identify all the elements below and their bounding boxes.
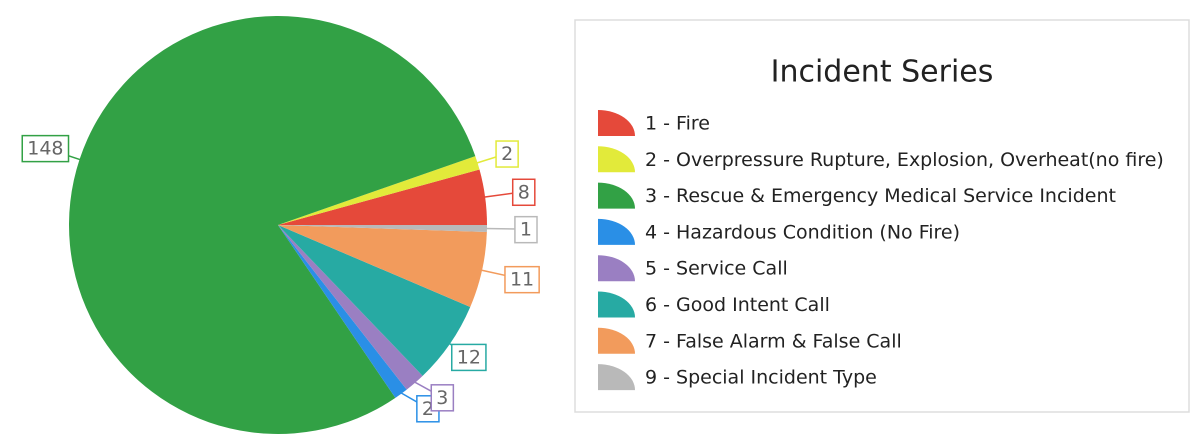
legend-swatch	[598, 146, 635, 173]
legend-label: 2 - Overpressure Rupture, Explosion, Ove…	[645, 149, 1164, 171]
data-label-box	[21, 134, 70, 163]
legend-label: 3 - Rescue & Emergency Medical Service I…	[645, 185, 1116, 207]
data-label: 2	[501, 143, 513, 165]
data-label-box	[451, 343, 487, 372]
legend-swatch	[598, 110, 635, 136]
legend-label: 1 - Fire	[645, 113, 710, 135]
data-label-box	[430, 384, 455, 412]
pie-slice	[278, 156, 480, 225]
legend-label: 4 - Hazardous Condition (No Fire)	[645, 221, 960, 243]
data-label: 11	[510, 269, 534, 291]
data-label: 12	[457, 346, 481, 368]
legend-swatch	[598, 255, 635, 282]
pie-slice	[278, 225, 407, 398]
legend-swatch	[598, 364, 635, 391]
data-label-box	[511, 178, 536, 207]
legend-box	[574, 19, 1190, 413]
pie-slice	[278, 225, 471, 376]
data-label: 8	[518, 181, 530, 203]
legend-swatch	[598, 182, 635, 209]
legend-label: 6 - Good Intent Call	[645, 294, 830, 316]
pie-slice	[278, 225, 487, 308]
legend-swatch	[598, 291, 635, 318]
legend-label: 5 - Service Call	[645, 258, 788, 280]
pie-slice	[278, 225, 487, 233]
legend-swatch	[598, 218, 635, 245]
data-label: 3	[436, 387, 448, 409]
pie-slice	[278, 225, 423, 390]
data-label-box	[495, 140, 519, 168]
data-label-box	[514, 215, 538, 244]
pie-slice	[68, 16, 476, 434]
pie-slice	[278, 169, 487, 225]
legend-label: 9 - Special Incident Type	[645, 367, 877, 389]
legend-swatch	[598, 327, 635, 354]
legend-label: 7 - False Alarm & False Call	[645, 330, 902, 352]
data-label: 1	[520, 219, 532, 241]
chart-title: Incident Series	[771, 55, 994, 90]
data-label-box	[504, 265, 540, 294]
data-label: 148	[27, 138, 63, 160]
